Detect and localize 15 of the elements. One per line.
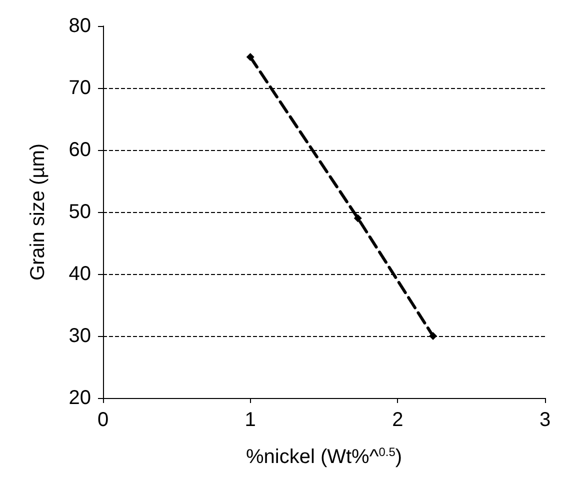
x-tick-label: 1 — [244, 409, 256, 431]
x-tick-label: 0 — [97, 409, 109, 431]
point — [429, 332, 438, 340]
y-tick-label: 30 — [68, 325, 91, 347]
x-tick-label: 2 — [392, 409, 404, 431]
y-tick-label: 80 — [68, 15, 91, 37]
x-tick-label: 3 — [539, 409, 551, 431]
y-tick-label: 50 — [68, 201, 91, 223]
y-tick-label: 20 — [68, 387, 91, 409]
point — [246, 53, 254, 61]
point — [354, 214, 362, 222]
y-axis-title: Grain size (µm) — [27, 143, 49, 281]
y-tick-label: 60 — [68, 139, 91, 161]
y-tick-label: 70 — [68, 77, 91, 99]
y-tick-label: 40 — [68, 263, 91, 285]
